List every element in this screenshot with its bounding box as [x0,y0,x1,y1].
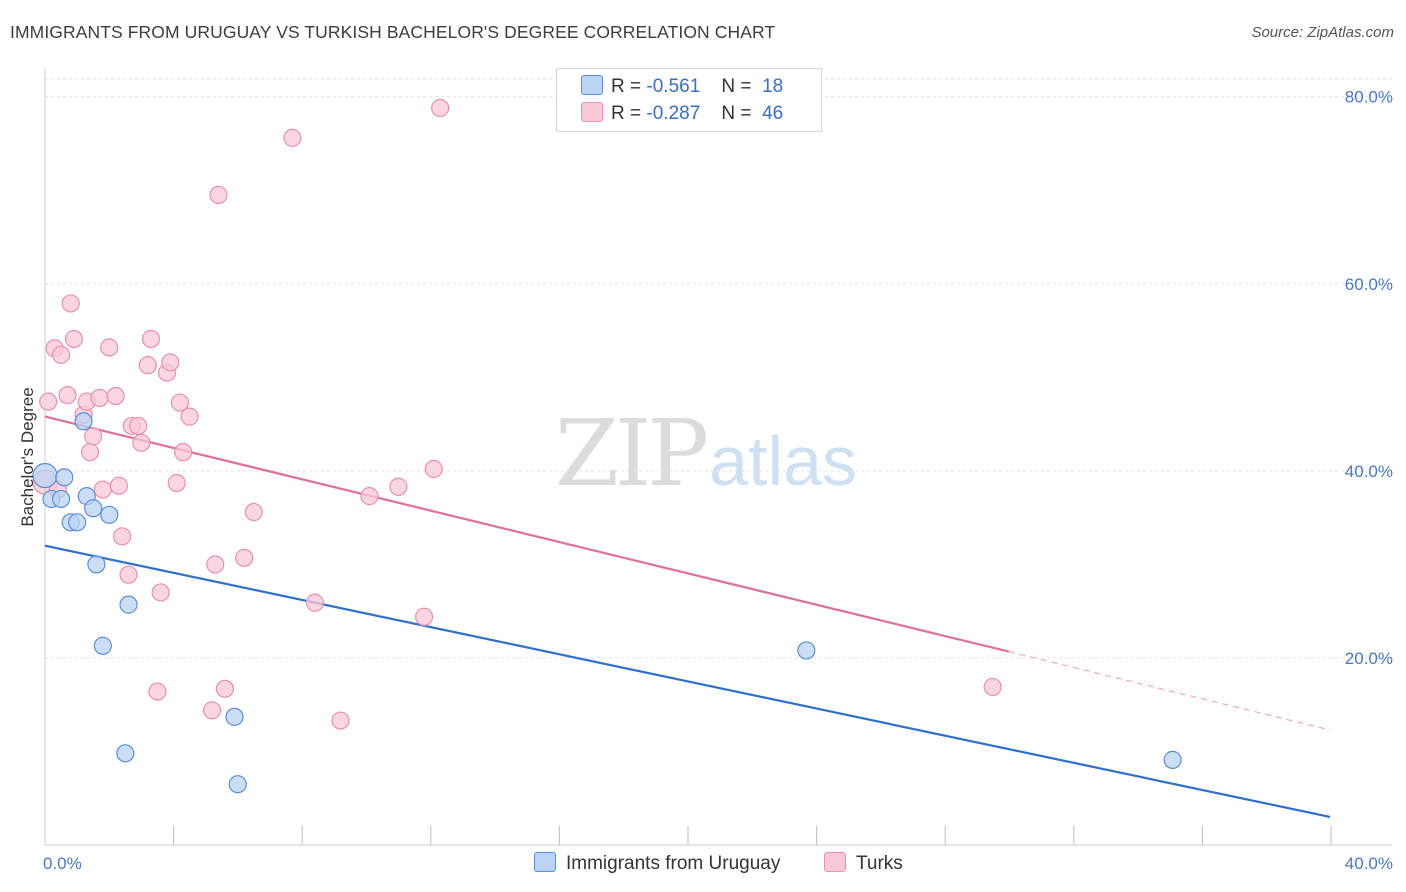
uruguay-swatch-icon [581,75,603,95]
turks-point [305,593,324,612]
uruguay-point [84,499,103,518]
turks-point [148,682,167,701]
trend-lines [44,415,1331,819]
stats-legend-row-turks: R = -0.287 N = 46 [581,102,783,126]
turks-point [119,565,138,584]
turks-point [202,701,222,720]
turks-point [39,392,58,411]
turks-point [61,294,80,313]
turks-point [109,476,128,495]
turks-point [983,677,1002,697]
n-label: N = [721,76,752,97]
y-tick-label: 40.0% [1345,462,1393,481]
uruguay-point [797,641,816,660]
turks-point [112,527,132,546]
r-value: -0.287 [646,103,701,124]
x-tick-label-max: 40.0% [1345,854,1393,873]
uruguay-point [51,489,71,509]
source-credit: Source: ZipAtlas.com [1251,24,1394,41]
turks-swatch-icon [581,102,603,122]
uruguay-point [228,775,247,794]
turks-point [132,433,151,452]
data-points [32,98,1182,794]
turks-point [167,473,186,493]
turks-point [138,356,157,375]
turks-point [161,353,180,372]
y-axis-label: Bachelor's Degree [18,387,37,526]
turks-point [424,459,443,479]
stats-legend-row-uruguay: R = -0.561 N = 18 [581,75,783,99]
n-label: N = [721,103,752,124]
turks-point [180,407,199,426]
uruguay-point [55,468,74,487]
uruguay-point [87,555,106,574]
turks-point [80,443,100,462]
axes [44,68,1392,846]
turks-point [100,338,119,357]
turks-point [84,427,103,446]
axis-labels: 20.0% 40.0% 60.0% 80.0% 0.0% 40.0% Bachelor's … [18,88,1393,873]
y-tick-label: 20.0% [1345,649,1393,668]
series-legend: Immigrants from Uruguay Turks [0,852,1406,878]
turks-point [58,385,77,405]
y-tick-label: 80.0% [1345,88,1393,107]
uruguay-legend-swatch-icon [534,852,556,872]
turks-point [209,185,228,205]
uruguay-point [116,744,135,763]
n-value: 46 [762,103,784,124]
x-tick-label-min: 0.0% [43,854,82,873]
turks-point [129,416,148,436]
turks-point [431,98,450,118]
legend-label-uruguay: Immigrants from Uruguay [566,853,781,874]
turks-legend-swatch-icon [824,852,846,872]
uruguay-point [100,505,119,524]
turks-point [90,388,109,407]
turks-point [331,711,350,730]
uruguay-point [119,595,138,614]
turks-point [360,487,379,506]
legend-item-uruguay: Immigrants from Uruguay [534,852,780,875]
grid-lines [45,78,1392,659]
turks-point [170,393,190,412]
turks-point [215,679,234,698]
turks-point [389,477,408,496]
turks-point [93,480,112,499]
r-label: R = [611,76,642,97]
uruguay-point [1163,750,1182,769]
turks-point [206,555,225,574]
trend-line-0 [44,544,1331,819]
uruguay-point [68,513,87,532]
turks-point [106,386,125,406]
r-label: R = [611,103,642,124]
r-value: -0.561 [646,76,701,97]
stats-legend: R = -0.561 N = 18 R = -0.287 N = 46 [556,68,822,132]
n-value: 18 [762,76,784,97]
watermark: ZIPatlas [555,400,857,507]
y-tick-label: 60.0% [1345,275,1393,294]
watermark-atlas: atlas [709,422,858,500]
turks-point [151,583,170,602]
legend-item-turks: Turks [824,852,903,875]
turks-point [244,502,263,522]
chart-title: IMMIGRANTS FROM URUGUAY VS TURKISH BACHE… [10,22,776,42]
uruguay-point [225,707,244,726]
uruguay-point [93,636,112,655]
turks-point [283,128,302,147]
legend-label-turks: Turks [856,853,903,874]
turks-point [414,607,434,626]
turks-point [174,443,193,462]
turks-point [141,329,161,349]
turks-point [64,329,84,349]
watermark-zip: ZIP [555,400,709,507]
turks-point [51,345,71,364]
trend-line-extension-1 [1008,651,1331,731]
trend-line-1 [44,415,1010,653]
uruguay-point [74,412,93,431]
turks-point [235,548,254,567]
